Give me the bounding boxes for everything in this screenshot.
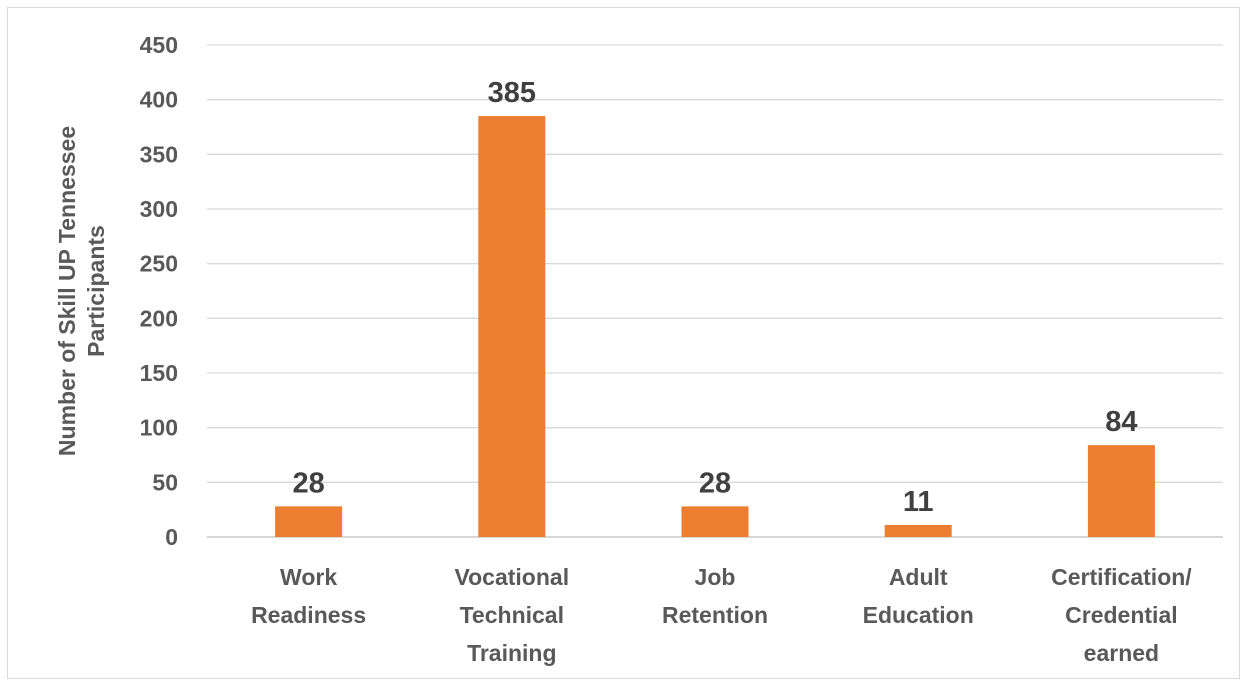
category-label-line: Education — [863, 602, 974, 628]
category-label-line: Credential — [1065, 602, 1177, 628]
x-axis-categories: Work Readiness Vocational Technical Training… — [251, 564, 1192, 666]
y-axis-title-line: Number of Skill UP Tennessee — [54, 126, 80, 456]
category-label-line: Job — [695, 564, 736, 590]
category-label: Job Retention — [662, 564, 768, 628]
data-label: 385 — [488, 77, 536, 109]
category-label-line: Retention — [662, 602, 768, 628]
category-label-line: earned — [1084, 640, 1159, 666]
data-label: 28 — [292, 467, 324, 499]
category-label-line: Adult — [889, 564, 948, 590]
y-tick-label: 250 — [140, 251, 178, 277]
y-axis-title: Number of Skill UP Tennessee Participants — [54, 126, 109, 456]
category-label-line: Readiness — [251, 602, 366, 628]
gridlines — [207, 44, 1223, 538]
data-label: 11 — [903, 486, 934, 518]
category-label-line: Certification/ — [1051, 564, 1192, 590]
y-tick-label: 150 — [140, 360, 178, 386]
y-tick-label: 50 — [152, 469, 178, 495]
bar — [478, 116, 546, 538]
category-label-line: Work — [280, 564, 337, 590]
bar — [275, 506, 343, 537]
y-tick-label: 0 — [165, 524, 178, 550]
bar — [1087, 445, 1155, 537]
y-tick-label: 450 — [140, 32, 178, 58]
category-label-line: Technical — [460, 602, 564, 628]
y-tick-label: 300 — [140, 196, 178, 222]
data-labels: 28 385 28 11 84 — [292, 77, 1137, 518]
y-tick-label: 100 — [140, 415, 178, 441]
category-label: Work Readiness — [251, 564, 366, 628]
y-axis-ticks: 0 50 100 150 200 250 300 350 400 450 — [140, 32, 178, 550]
chart-container: 0 50 100 150 200 250 300 350 400 450 Work Readines… — [7, 7, 1240, 679]
category-label: Vocational Technical Training — [454, 564, 569, 666]
bar — [884, 524, 952, 537]
data-label: 28 — [699, 467, 731, 499]
data-label: 84 — [1105, 406, 1137, 438]
bar-chart: 0 50 100 150 200 250 300 350 400 450 Work Readines… — [54, 32, 1223, 666]
category-label: Certification/Credential earned — [1051, 564, 1192, 666]
y-tick-label: 400 — [140, 87, 178, 113]
bar — [681, 506, 749, 537]
category-label: Adult Education — [863, 564, 974, 628]
y-axis-title-line: Participants — [83, 225, 109, 357]
category-label-line: Vocational — [454, 564, 569, 590]
category-label-line: Training — [467, 640, 556, 666]
y-tick-label: 350 — [140, 141, 178, 167]
bars — [275, 116, 1155, 538]
y-tick-label: 200 — [140, 305, 178, 331]
